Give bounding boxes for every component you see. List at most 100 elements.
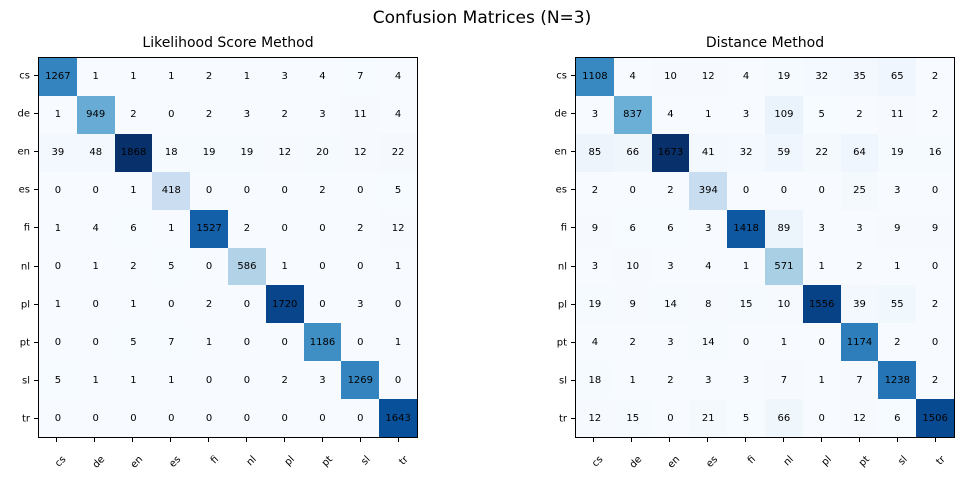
x-tick-label: tr [934, 454, 948, 468]
heatmap-cell: 2 [265, 361, 304, 400]
heatmap-cell: 3 [689, 209, 728, 248]
heatmap-cell: 1 [39, 209, 77, 248]
heatmap-cell: 0 [227, 171, 266, 210]
heatmap-cell: 1 [379, 247, 417, 286]
heatmap-cell: 18 [152, 133, 191, 172]
heatmap-cell: 4 [379, 58, 417, 96]
tick-mark [284, 438, 285, 442]
tick-mark [571, 75, 575, 77]
tick-mark [34, 341, 38, 343]
heatmap-cell: 1720 [265, 285, 304, 324]
heatmap-cell: 1 [727, 247, 765, 286]
heatmap-cell: 9 [576, 209, 614, 248]
heatmap-cell: 1 [379, 323, 417, 362]
heatmap-cell: 3 [341, 285, 380, 324]
y-tick-label: nl [20, 261, 30, 273]
tick-mark [571, 265, 575, 267]
heatmap-cell: 1 [613, 361, 652, 400]
y-axis: cs de en es fi nl pl pt sl tr [525, 57, 575, 438]
heatmap-cell: 55 [878, 285, 917, 324]
heatmap-cell: 5 [379, 171, 417, 210]
heatmap-cell: 0 [39, 247, 77, 286]
heatmap-cell: 0 [190, 171, 228, 210]
tick-mark [935, 438, 936, 442]
heatmap-cell: 3 [651, 247, 690, 286]
heatmap-cell: 2 [190, 285, 228, 324]
heatmap-cell: 5 [727, 399, 765, 437]
heatmap-cell: 14 [651, 285, 690, 324]
heatmap-cell: 5 [39, 361, 77, 400]
y-tick-label: nl [557, 261, 567, 273]
heatmap-cell: 0 [379, 361, 417, 400]
heatmap-cell: 949 [76, 95, 115, 134]
heatmap-cell: 0 [916, 171, 954, 210]
heatmap-cell: 0 [39, 399, 77, 437]
heatmap-cell: 1673 [651, 133, 690, 172]
heatmap-cell: 0 [265, 399, 304, 437]
heatmap-cell: 6 [878, 399, 917, 437]
heatmap-cell: 0 [379, 285, 417, 324]
heatmap-cell: 1 [152, 58, 191, 96]
heatmap-cell: 19 [878, 133, 917, 172]
heatmap-cell: 0 [190, 361, 228, 400]
heatmap-cell: 1 [39, 285, 77, 324]
tick-mark [34, 303, 38, 305]
heatmap-cell: 15 [727, 285, 765, 324]
heatmap-cell: 0 [341, 247, 380, 286]
heatmap-cell: 25 [840, 171, 879, 210]
tick-mark [170, 438, 171, 442]
heatmap-cell: 3 [227, 95, 266, 134]
y-tick-label: cs [556, 70, 567, 82]
y-tick-label: es [18, 184, 30, 196]
heatmap-cell: 2 [878, 323, 917, 362]
heatmap-cell: 39 [840, 285, 879, 324]
heatmap-cell: 3 [576, 247, 614, 286]
heatmap-cell: 9 [613, 285, 652, 324]
axes-title: Likelihood Score Method [142, 35, 314, 51]
heatmap-cell: 1 [114, 285, 153, 324]
heatmap-cell: 21 [689, 399, 728, 437]
tick-mark [360, 438, 361, 442]
heatmap-cell: 2 [265, 95, 304, 134]
y-tick-label: pt [556, 337, 567, 349]
heatmap-cell: 4 [303, 58, 342, 96]
heatmap-cell: 59 [764, 133, 803, 172]
tick-mark [821, 438, 822, 442]
heatmap-cell: 4 [727, 58, 765, 96]
heatmap-cell: 2 [916, 95, 954, 134]
y-tick-label: tr [21, 413, 30, 425]
heatmap-cell: 2 [190, 95, 228, 134]
heatmap-cell: 19 [576, 285, 614, 324]
heatmap-cell: 1 [152, 209, 191, 248]
heatmap-cell: 9 [878, 209, 917, 248]
heatmap-cell: 3 [303, 95, 342, 134]
heatmap-cell: 1 [152, 361, 191, 400]
heatmap-cell: 0 [76, 399, 115, 437]
subplot-distance-method: Distance Method 1108 4 10 12 4 19 32 35 65 2 3 837 4… [555, 35, 955, 471]
y-tick-label: en [554, 146, 568, 158]
heatmap-cell: 35 [840, 58, 879, 96]
y-tick-label: es [555, 184, 567, 196]
heatmap-cell: 0 [651, 399, 690, 437]
heatmap-cell: 0 [152, 285, 191, 324]
y-tick-label: fi [23, 222, 30, 234]
heatmap-cell: 41 [689, 133, 728, 172]
heatmap-cell: 4 [379, 95, 417, 134]
heatmap-cell: 394 [689, 171, 728, 210]
heatmap-cell: 0 [727, 171, 765, 210]
heatmap-cell: 19 [190, 133, 228, 172]
heatmap-cell: 6 [613, 209, 652, 248]
heatmap-cell: 0 [152, 399, 191, 437]
tick-mark [322, 438, 323, 442]
heatmap-cell: 1267 [39, 58, 77, 96]
heatmap-cell: 2 [190, 58, 228, 96]
heatmap-cell: 0 [303, 399, 342, 437]
tick-mark [859, 438, 860, 442]
tick-mark [897, 438, 898, 442]
heatmap-cell: 3 [727, 361, 765, 400]
heatmap-cell: 3 [878, 171, 917, 210]
heatmap-cell: 12 [341, 133, 380, 172]
tick-mark [571, 189, 575, 191]
y-tick-label: pt [19, 337, 30, 349]
heatmap-cell: 4 [576, 323, 614, 362]
